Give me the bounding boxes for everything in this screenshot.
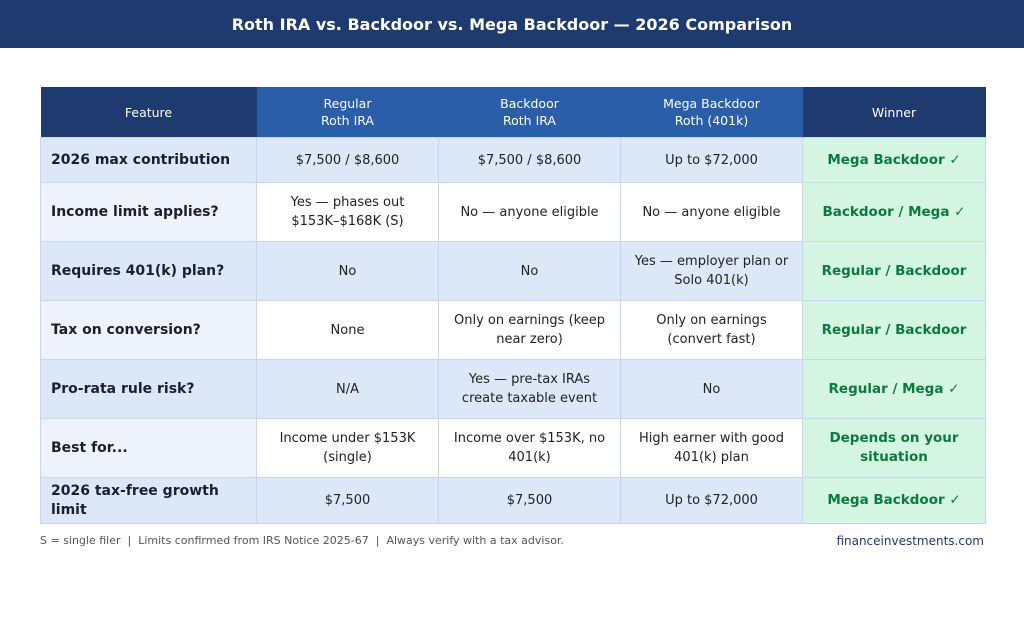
feature-cell: 2026 max contribution: [40, 137, 257, 183]
table-cell: Only on earnings (keep near zero): [438, 300, 621, 360]
table-cell: No — anyone eligible: [620, 182, 803, 242]
winner-cell: Backdoor / Mega ✓: [802, 182, 986, 242]
table-cell: Up to $72,000: [620, 137, 803, 183]
table-row: 2026 tax-free growth limit $7,500 $7,500 Up…: [40, 477, 986, 524]
table-row: Best for... Income under $153K (single) In…: [40, 418, 986, 478]
winner-cell: Mega Backdoor ✓: [802, 477, 986, 524]
winner-cell: Depends on your situation: [802, 418, 986, 478]
title: Roth IRA vs. Backdoor vs. Mega Backdoor …: [231, 14, 793, 34]
column-header: Winner: [802, 87, 986, 138]
column-header: Feature: [40, 87, 257, 138]
table-cell: $7,500 / $8,600: [438, 137, 621, 183]
feature-cell: Tax on conversion?: [40, 300, 257, 360]
table-row: 2026 max contribution $7,500 / $8,600 $7,5…: [40, 137, 986, 183]
footnote: S = single filer | Limits confirmed from…: [40, 534, 564, 547]
table-cell: $7,500: [256, 477, 439, 524]
table-cell: Up to $72,000: [620, 477, 803, 524]
column-header: Backdoor Roth IRA: [438, 87, 621, 138]
column-header: Regular Roth IRA: [256, 87, 439, 138]
column-header: Mega Backdoor Roth (401k): [620, 87, 803, 138]
winner-cell: Regular / Backdoor: [802, 241, 986, 301]
feature-cell: Income limit applies?: [40, 182, 257, 242]
winner-cell: Regular / Backdoor: [802, 300, 986, 360]
table-cell: No: [256, 241, 439, 301]
table-cell: High earner with good 401(k) plan: [620, 418, 803, 478]
table-row: Requires 401(k) plan? No No Yes — employer …: [40, 241, 986, 301]
table-body: 2026 max contribution $7,500 / $8,600 $7,5…: [40, 137, 986, 524]
table-cell: Income over $153K, no 401(k): [438, 418, 621, 478]
feature-cell: Pro-rata rule risk?: [40, 359, 257, 419]
table-row: Income limit applies? Yes — phases out $1…: [40, 182, 986, 242]
table-row: Tax on conversion? None Only on earnings (…: [40, 300, 986, 360]
feature-cell: Requires 401(k) plan?: [40, 241, 257, 301]
table-cell: Yes — pre-tax IRAs create taxable event: [438, 359, 621, 419]
comparison-table: Feature Regular Roth IRA Backdoor Roth IRA…: [40, 87, 986, 524]
table-cell: Only on earnings (convert fast): [620, 300, 803, 360]
table-cell: $7,500: [438, 477, 621, 524]
table-cell: N/A: [256, 359, 439, 419]
table-cell: Yes — employer plan or Solo 401(k): [620, 241, 803, 301]
source: financeinvestments.com: [836, 534, 984, 548]
feature-cell: Best for...: [40, 418, 257, 478]
table-cell: No — anyone eligible: [438, 182, 621, 242]
table-cell: No: [620, 359, 803, 419]
table-row: Pro-rata rule risk? N/A Yes — pre-tax IRAs…: [40, 359, 986, 419]
header-row: Feature Regular Roth IRA Backdoor Roth IRA…: [40, 87, 986, 138]
feature-cell: 2026 tax-free growth limit: [40, 477, 257, 524]
table-cell: Yes — phases out $153K–$168K (S): [256, 182, 439, 242]
winner-cell: Mega Backdoor ✓: [802, 137, 986, 183]
table-cell: Income under $153K (single): [256, 418, 439, 478]
table-cell: No: [438, 241, 621, 301]
table-cell: None: [256, 300, 439, 360]
winner-cell: Regular / Mega ✓: [802, 359, 986, 419]
title-bar: Roth IRA vs. Backdoor vs. Mega Backdoor …: [0, 0, 1024, 48]
table-cell: $7,500 / $8,600: [256, 137, 439, 183]
